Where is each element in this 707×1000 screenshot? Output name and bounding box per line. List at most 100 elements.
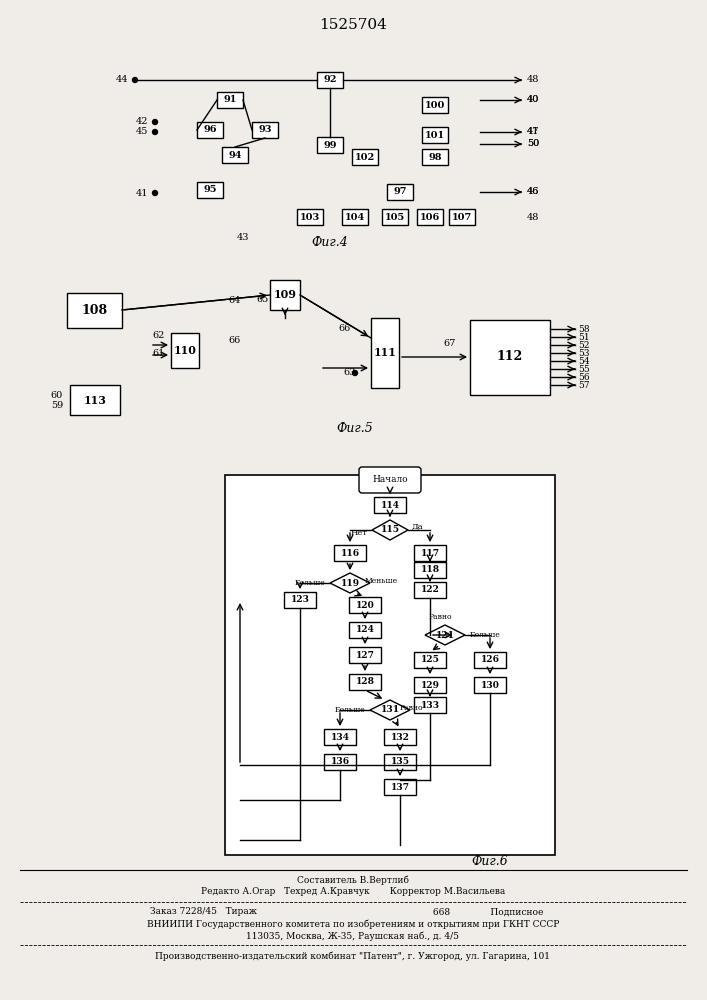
Text: ВНИИПИ Государственного комитета по изобретениям и открытиям при ГКНТ СССР: ВНИИПИ Государственного комитета по изоб… <box>147 919 559 929</box>
Text: 668              Подписное: 668 Подписное <box>430 908 544 916</box>
FancyBboxPatch shape <box>171 332 199 367</box>
FancyBboxPatch shape <box>384 729 416 745</box>
Circle shape <box>153 119 158 124</box>
Text: 59: 59 <box>51 400 63 410</box>
Text: 47: 47 <box>527 127 539 136</box>
Text: 48: 48 <box>527 76 539 85</box>
FancyBboxPatch shape <box>449 209 475 225</box>
FancyBboxPatch shape <box>387 184 413 200</box>
FancyBboxPatch shape <box>317 72 343 88</box>
Text: 52: 52 <box>578 340 590 350</box>
Text: 113035, Москва, Ж-35, Раушская наб., д. 4/5: 113035, Москва, Ж-35, Раушская наб., д. … <box>247 931 460 941</box>
Text: 129: 129 <box>421 680 440 690</box>
Text: 98: 98 <box>428 152 442 161</box>
Text: 121: 121 <box>436 631 455 640</box>
Text: 124: 124 <box>356 626 375 635</box>
FancyBboxPatch shape <box>349 674 381 690</box>
Text: 40: 40 <box>527 96 539 104</box>
Text: Заказ 7228/45   Тираж: Заказ 7228/45 Тираж <box>150 908 257 916</box>
FancyBboxPatch shape <box>414 652 446 668</box>
FancyBboxPatch shape <box>371 318 399 388</box>
FancyBboxPatch shape <box>414 697 446 713</box>
FancyBboxPatch shape <box>197 182 223 198</box>
FancyBboxPatch shape <box>324 754 356 770</box>
Polygon shape <box>372 520 408 540</box>
Text: 130: 130 <box>481 680 499 690</box>
FancyBboxPatch shape <box>352 149 378 165</box>
FancyBboxPatch shape <box>422 127 448 143</box>
Text: Больше: Больше <box>294 579 325 587</box>
Text: Меньше: Меньше <box>365 577 398 585</box>
Polygon shape <box>425 625 465 645</box>
Text: 136: 136 <box>330 758 349 766</box>
Text: 97: 97 <box>393 188 407 196</box>
Text: 46: 46 <box>527 188 539 196</box>
Text: 55: 55 <box>578 364 590 373</box>
Text: 94: 94 <box>228 150 242 159</box>
FancyBboxPatch shape <box>422 149 448 165</box>
FancyBboxPatch shape <box>270 280 300 310</box>
FancyBboxPatch shape <box>349 597 381 613</box>
Text: 116: 116 <box>341 548 360 558</box>
Text: 104: 104 <box>345 213 365 222</box>
Text: 122: 122 <box>421 585 440 594</box>
Text: 65: 65 <box>257 296 269 304</box>
FancyBboxPatch shape <box>217 92 243 108</box>
Text: 67: 67 <box>444 339 456 348</box>
Text: Начало: Начало <box>372 476 408 485</box>
Text: 92: 92 <box>323 76 337 85</box>
Text: 115: 115 <box>380 526 399 534</box>
Text: 40: 40 <box>527 96 539 104</box>
Text: 105: 105 <box>385 213 405 222</box>
Circle shape <box>353 370 358 375</box>
Text: 109: 109 <box>274 290 296 300</box>
Text: 66: 66 <box>229 336 241 345</box>
Text: Составитель В.Вертлиб: Составитель В.Вертлиб <box>297 875 409 885</box>
FancyBboxPatch shape <box>334 545 366 561</box>
Text: 95: 95 <box>203 186 217 194</box>
Text: 45: 45 <box>136 127 148 136</box>
Text: 107: 107 <box>452 213 472 222</box>
FancyBboxPatch shape <box>70 385 120 415</box>
Text: 110: 110 <box>173 344 197 356</box>
Text: Да: Да <box>412 523 423 531</box>
FancyBboxPatch shape <box>414 545 446 561</box>
FancyBboxPatch shape <box>252 122 278 138</box>
Bar <box>225 475 555 855</box>
FancyBboxPatch shape <box>382 209 408 225</box>
FancyBboxPatch shape <box>414 562 446 578</box>
Text: 51: 51 <box>578 332 590 342</box>
Text: 48: 48 <box>527 213 539 222</box>
FancyBboxPatch shape <box>417 209 443 225</box>
Text: 96: 96 <box>203 125 217 134</box>
Text: 128: 128 <box>356 678 375 686</box>
Text: 93: 93 <box>258 125 271 134</box>
Text: Фиг.6: Фиг.6 <box>472 855 508 868</box>
Text: 103: 103 <box>300 213 320 222</box>
Text: 41: 41 <box>136 188 148 198</box>
FancyBboxPatch shape <box>414 582 446 598</box>
Text: 120: 120 <box>356 600 375 609</box>
FancyBboxPatch shape <box>342 209 368 225</box>
Text: Равно: Равно <box>400 704 423 712</box>
FancyBboxPatch shape <box>474 652 506 668</box>
Text: 112: 112 <box>497 351 523 363</box>
Text: 42: 42 <box>136 117 148 126</box>
FancyBboxPatch shape <box>470 320 550 394</box>
Text: 131: 131 <box>380 706 399 714</box>
Text: 62: 62 <box>153 330 165 340</box>
Text: Редакто А.Огар   Техред А.Кравчук       Корректор М.Васильева: Редакто А.Огар Техред А.Кравчук Корректо… <box>201 888 505 896</box>
FancyBboxPatch shape <box>384 754 416 770</box>
Text: 54: 54 <box>578 357 590 365</box>
Text: 126: 126 <box>481 656 500 664</box>
Text: 41: 41 <box>527 127 539 136</box>
Text: 137: 137 <box>390 782 409 792</box>
Text: 125: 125 <box>421 656 440 664</box>
Polygon shape <box>330 573 370 593</box>
Text: 134: 134 <box>330 732 349 742</box>
FancyBboxPatch shape <box>67 292 122 328</box>
FancyBboxPatch shape <box>297 209 323 225</box>
FancyBboxPatch shape <box>349 622 381 638</box>
FancyBboxPatch shape <box>374 497 406 513</box>
Text: Фиг.5: Фиг.5 <box>337 422 373 434</box>
